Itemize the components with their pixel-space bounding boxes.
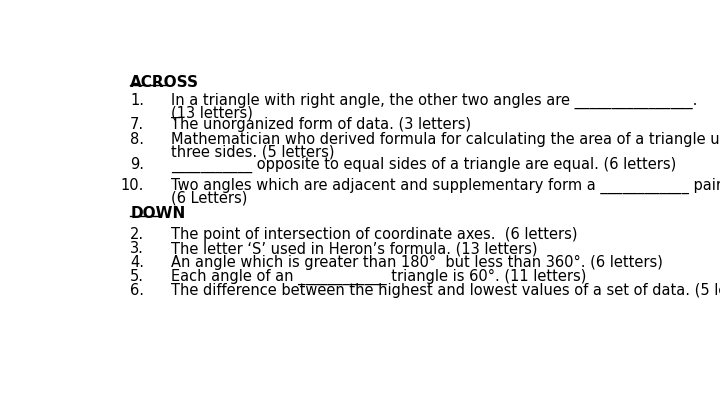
Text: Two angles which are adjacent and supplementary form a ____________ pair.: Two angles which are adjacent and supple…	[171, 178, 720, 194]
Text: (6 Letters): (6 Letters)	[171, 190, 248, 205]
Text: (13 letters): (13 letters)	[171, 106, 253, 120]
Text: 4.: 4.	[130, 255, 144, 270]
Text: DOWN: DOWN	[130, 206, 186, 221]
Text: ___________ opposite to equal sides of a triangle are equal. (6 letters): ___________ opposite to equal sides of a…	[171, 157, 677, 173]
Text: The unorganized form of data. (3 letters): The unorganized form of data. (3 letters…	[171, 117, 472, 132]
Text: 9.: 9.	[130, 157, 144, 172]
Text: 7.: 7.	[130, 117, 144, 132]
Text: 6.: 6.	[130, 283, 144, 298]
Text: three sides. (5 letters): three sides. (5 letters)	[171, 145, 335, 160]
Text: 1.: 1.	[130, 93, 144, 108]
Text: 8.: 8.	[130, 132, 144, 148]
Text: In a triangle with right angle, the other two angles are ________________.: In a triangle with right angle, the othe…	[171, 93, 698, 109]
Text: 3.: 3.	[130, 241, 144, 256]
Text: The letter ‘S’ used in Heron’s formula. (13 letters): The letter ‘S’ used in Heron’s formula. …	[171, 241, 538, 256]
Text: 10.: 10.	[121, 178, 144, 193]
Text: The difference between the highest and lowest values of a set of data. (5 letter: The difference between the highest and l…	[171, 283, 720, 298]
Text: The point of intersection of coordinate axes.  (6 letters): The point of intersection of coordinate …	[171, 227, 578, 242]
Text: ACROSS: ACROSS	[130, 75, 199, 90]
Text: 2.: 2.	[130, 227, 144, 242]
Text: Each angle of an ____________ triangle is 60°. (11 letters): Each angle of an ____________ triangle i…	[171, 269, 587, 285]
Text: An angle which is greater than 180°  but less than 360°. (6 letters): An angle which is greater than 180° but …	[171, 255, 663, 270]
Text: 5.: 5.	[130, 269, 144, 284]
Text: Mathematician who derived formula for calculating the area of a triangle using i: Mathematician who derived formula for ca…	[171, 132, 720, 148]
